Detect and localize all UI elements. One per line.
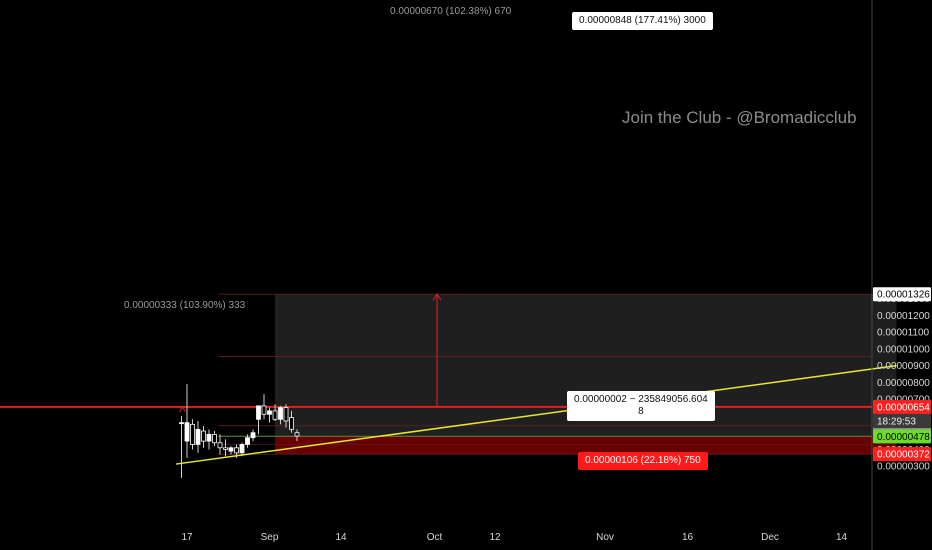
candle-body-18	[278, 407, 283, 420]
x-tick-label-4: 12	[489, 532, 501, 543]
candle-body-14	[256, 405, 261, 420]
left-measure-text: 0.00000333 (103.90%) 333	[124, 300, 246, 311]
candle-body-2	[190, 423, 195, 445]
target-label[interactable]: 0.00000848 (177.41%) 3000	[572, 12, 713, 30]
candle-body-8	[223, 447, 228, 450]
price-range-line-2: 8	[638, 406, 644, 417]
price-tag-stop: 0.00000372	[877, 450, 930, 461]
stop-zone	[275, 436, 897, 455]
y-tick-label-9: 0.00001200	[877, 311, 930, 322]
price-tag-green-bg	[873, 429, 931, 444]
candle-body-17	[272, 410, 278, 420]
candles	[179, 384, 300, 478]
x-tick-label-0: 17	[181, 532, 193, 543]
price-tag-top: 0.00001326	[877, 290, 930, 301]
candle-body-11	[239, 444, 245, 454]
candle-body-1	[184, 422, 190, 442]
candle-body-20	[289, 417, 294, 430]
candle-body-4	[201, 430, 206, 442]
price-tags: 0.000013260.000006540.0000048018:29:530.…	[873, 287, 931, 462]
horizontal-levels	[0, 293, 872, 455]
x-axis: 17 Sep 14 Oct 12 Nov 16 Dec 14	[181, 532, 847, 543]
x-tick-label-6: 16	[682, 532, 694, 543]
stop-label[interactable]: 0.00000106 (22.18%) 750	[578, 452, 708, 470]
price-tag-green: 0.00000478	[877, 432, 930, 443]
measure-arrows	[179, 293, 442, 413]
x-tick-label-7: Dec	[761, 532, 779, 543]
candle-body-9	[228, 447, 234, 452]
price-tag-countdown: 18:29:53	[877, 417, 916, 428]
x-tick-label-3: Oct	[427, 532, 443, 543]
price-tag-stop-bg	[873, 447, 931, 462]
candle-body-13	[250, 432, 256, 439]
price-range-line-1: 0.00000002 ~ 235849056.604	[574, 394, 708, 405]
y-tick-label-7: 0.00001000	[877, 344, 930, 355]
price-tag-red-line-bg	[873, 399, 931, 414]
position-zones	[275, 294, 897, 455]
candle-body-15	[261, 405, 267, 415]
y-tick-label-5: 0.00000800	[877, 378, 930, 389]
watermark-text: Join the Club - @Bromadicclub	[622, 108, 857, 127]
y-tick-label-0: 0.00000300	[877, 462, 930, 473]
price-tag-countdown-bg	[873, 414, 931, 428]
x-tick-label-5: Nov	[596, 532, 614, 543]
candle-body-6	[212, 433, 217, 444]
trendline	[175, 364, 897, 465]
candle-body-21	[294, 432, 300, 437]
candle-body-5	[206, 433, 212, 442]
left-arrow-head	[179, 405, 186, 413]
x-tick-label-2: 14	[335, 532, 347, 543]
candle-body-12	[245, 437, 250, 445]
candle-body-10	[234, 447, 239, 454]
price-tag-red-line: 0.00000654	[877, 402, 930, 413]
candle-body-7	[217, 442, 223, 449]
trendline-group	[175, 364, 897, 465]
y-tick-label-8: 0.00001100	[877, 328, 930, 339]
x-tick-label-8: 14	[836, 532, 848, 543]
candle-body-0	[179, 422, 184, 425]
candle-body-19	[283, 407, 289, 422]
candle-body-16	[267, 410, 272, 415]
top-measure-text: 0.00000670 (102.38%) 670	[390, 6, 512, 17]
x-tick-label-1: Sep	[261, 532, 279, 543]
y-tick-label-6: 0.00000900	[877, 361, 930, 372]
price-tag-top-bg	[873, 287, 931, 302]
y-axis: 0.000003000.000004000.000005000.00000600…	[871, 0, 930, 550]
target-arrow-head	[432, 293, 442, 301]
candle-body-3	[195, 428, 201, 445]
price-range-label[interactable]: 0.00000002 ~ 235849056.604 8	[567, 391, 715, 421]
